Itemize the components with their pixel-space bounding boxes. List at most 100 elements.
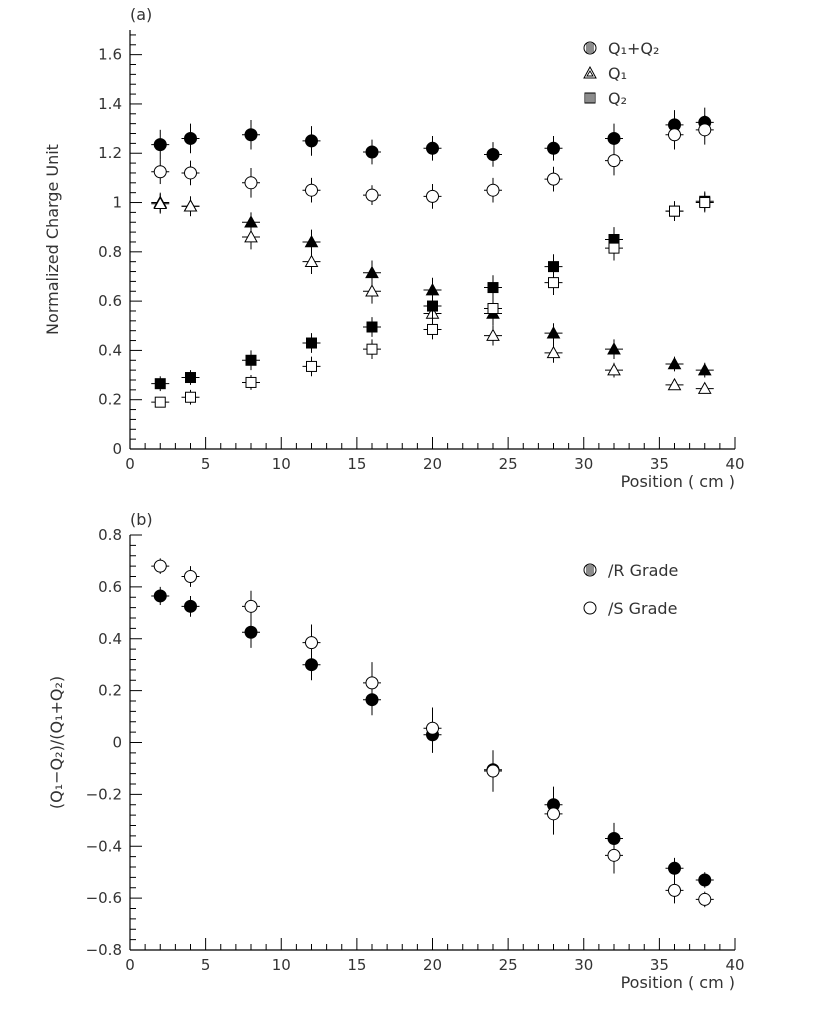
data-point bbox=[667, 356, 682, 370]
y-tick-label: 0.4 bbox=[98, 630, 122, 648]
data-point bbox=[244, 599, 258, 613]
data-point bbox=[486, 183, 500, 197]
y-tick-label: −0.4 bbox=[86, 837, 122, 855]
x-tick-label: 5 bbox=[201, 956, 211, 974]
data-point bbox=[366, 343, 378, 355]
data-point bbox=[697, 363, 712, 376]
data-point bbox=[153, 165, 167, 179]
legend-label: /R Grade bbox=[608, 561, 678, 580]
data-point bbox=[244, 176, 258, 190]
x-tick-label: 15 bbox=[347, 455, 366, 473]
legend-marker bbox=[583, 563, 597, 577]
data-point bbox=[546, 326, 561, 339]
data-point bbox=[245, 376, 257, 388]
data-point bbox=[184, 599, 197, 613]
x-tick-label: 30 bbox=[574, 455, 593, 473]
legend-label: Q₁+Q₂ bbox=[608, 39, 659, 58]
data-point bbox=[547, 172, 560, 186]
data-point bbox=[304, 254, 319, 267]
data-point bbox=[426, 189, 439, 203]
x-tick-label: 20 bbox=[423, 455, 442, 473]
data-point bbox=[185, 372, 196, 384]
data-point bbox=[669, 205, 680, 217]
data-point bbox=[153, 589, 167, 603]
data-point bbox=[244, 128, 258, 142]
panel-b: 0 5 10 15 20 25 30 35 40 −0.8 −0.6 −0.4 −0.2 0 0.2 0.4 0… bbox=[47, 510, 745, 992]
data-point bbox=[427, 300, 438, 312]
x-axis-label: Position ( cm ) bbox=[621, 973, 735, 992]
series-square-open bbox=[151, 192, 714, 408]
x-tick-label: 35 bbox=[650, 455, 669, 473]
legend-label: Q₁ bbox=[608, 64, 627, 83]
data-point bbox=[365, 265, 379, 279]
x-tick-label: 0 bbox=[125, 455, 135, 473]
y-tick-label: 1.6 bbox=[98, 46, 122, 64]
x-tick-label: 35 bbox=[650, 956, 669, 974]
x-tick-label: 25 bbox=[499, 455, 518, 473]
y-tick-label: 1.4 bbox=[98, 95, 122, 113]
x-tick-label: 40 bbox=[725, 956, 744, 974]
data-point bbox=[365, 284, 379, 297]
x-tick-label: 40 bbox=[725, 455, 744, 473]
data-point bbox=[427, 323, 438, 335]
data-point bbox=[244, 625, 258, 639]
data-point bbox=[153, 138, 167, 152]
y-tick-label: 0.8 bbox=[98, 243, 122, 261]
x-tick-label: 10 bbox=[272, 455, 291, 473]
y-tick-label: −0.6 bbox=[86, 889, 122, 907]
series-circle-open bbox=[151, 115, 714, 209]
data-point bbox=[607, 131, 621, 145]
legend-label: Q₂ bbox=[608, 89, 627, 108]
data-point bbox=[366, 321, 378, 333]
data-point bbox=[306, 360, 317, 372]
y-tick-label: −0.2 bbox=[86, 785, 122, 803]
y-tick-label: 0 bbox=[112, 440, 122, 458]
legend-marker bbox=[583, 601, 597, 615]
y-tick-label: 0.6 bbox=[98, 292, 122, 310]
y-axis-label: Normalized Charge Unit bbox=[43, 144, 62, 335]
y-tick-label: 1 bbox=[112, 194, 122, 212]
data-point bbox=[244, 230, 258, 243]
y-tick-label: 0.8 bbox=[98, 526, 122, 544]
data-point bbox=[425, 282, 440, 296]
data-point bbox=[153, 559, 167, 573]
data-point bbox=[697, 381, 712, 394]
data-point bbox=[698, 873, 712, 887]
y-tick-label: 0.6 bbox=[98, 578, 122, 596]
y-axis-label: (Q₁−Q₂)/(Q₁+Q₂) bbox=[47, 676, 66, 809]
x-tick-label: 25 bbox=[499, 956, 518, 974]
data-point bbox=[608, 242, 620, 254]
data-point bbox=[184, 131, 197, 145]
data-point bbox=[546, 345, 561, 359]
x-tick-label: 20 bbox=[423, 956, 442, 974]
data-point bbox=[487, 282, 499, 294]
data-point bbox=[153, 196, 168, 210]
data-point bbox=[486, 147, 500, 161]
x-axis-label: Position ( cm ) bbox=[621, 472, 735, 491]
data-point bbox=[487, 303, 499, 315]
data-point bbox=[547, 141, 560, 155]
y-tick-label: 0.4 bbox=[98, 341, 122, 359]
data-point bbox=[698, 892, 712, 906]
data-point bbox=[486, 764, 500, 778]
data-point bbox=[548, 261, 559, 273]
legend: /R Grade/S Grade bbox=[583, 561, 678, 618]
data-point bbox=[305, 183, 318, 197]
legend-label: /S Grade bbox=[608, 599, 677, 618]
data-point bbox=[185, 391, 196, 403]
legend-marker bbox=[583, 41, 597, 55]
legend-marker bbox=[584, 92, 596, 104]
data-point bbox=[245, 354, 257, 366]
x-tick-label: 30 bbox=[574, 956, 593, 974]
y-tick-label: −0.8 bbox=[86, 941, 122, 959]
data-point bbox=[486, 328, 500, 341]
data-point bbox=[305, 134, 318, 148]
data-point bbox=[365, 676, 379, 690]
y-tick-label: 0.2 bbox=[98, 391, 122, 409]
data-point bbox=[184, 570, 197, 583]
data-point bbox=[607, 363, 621, 376]
data-point bbox=[667, 377, 682, 391]
data-point bbox=[547, 807, 560, 821]
data-point bbox=[607, 154, 621, 168]
